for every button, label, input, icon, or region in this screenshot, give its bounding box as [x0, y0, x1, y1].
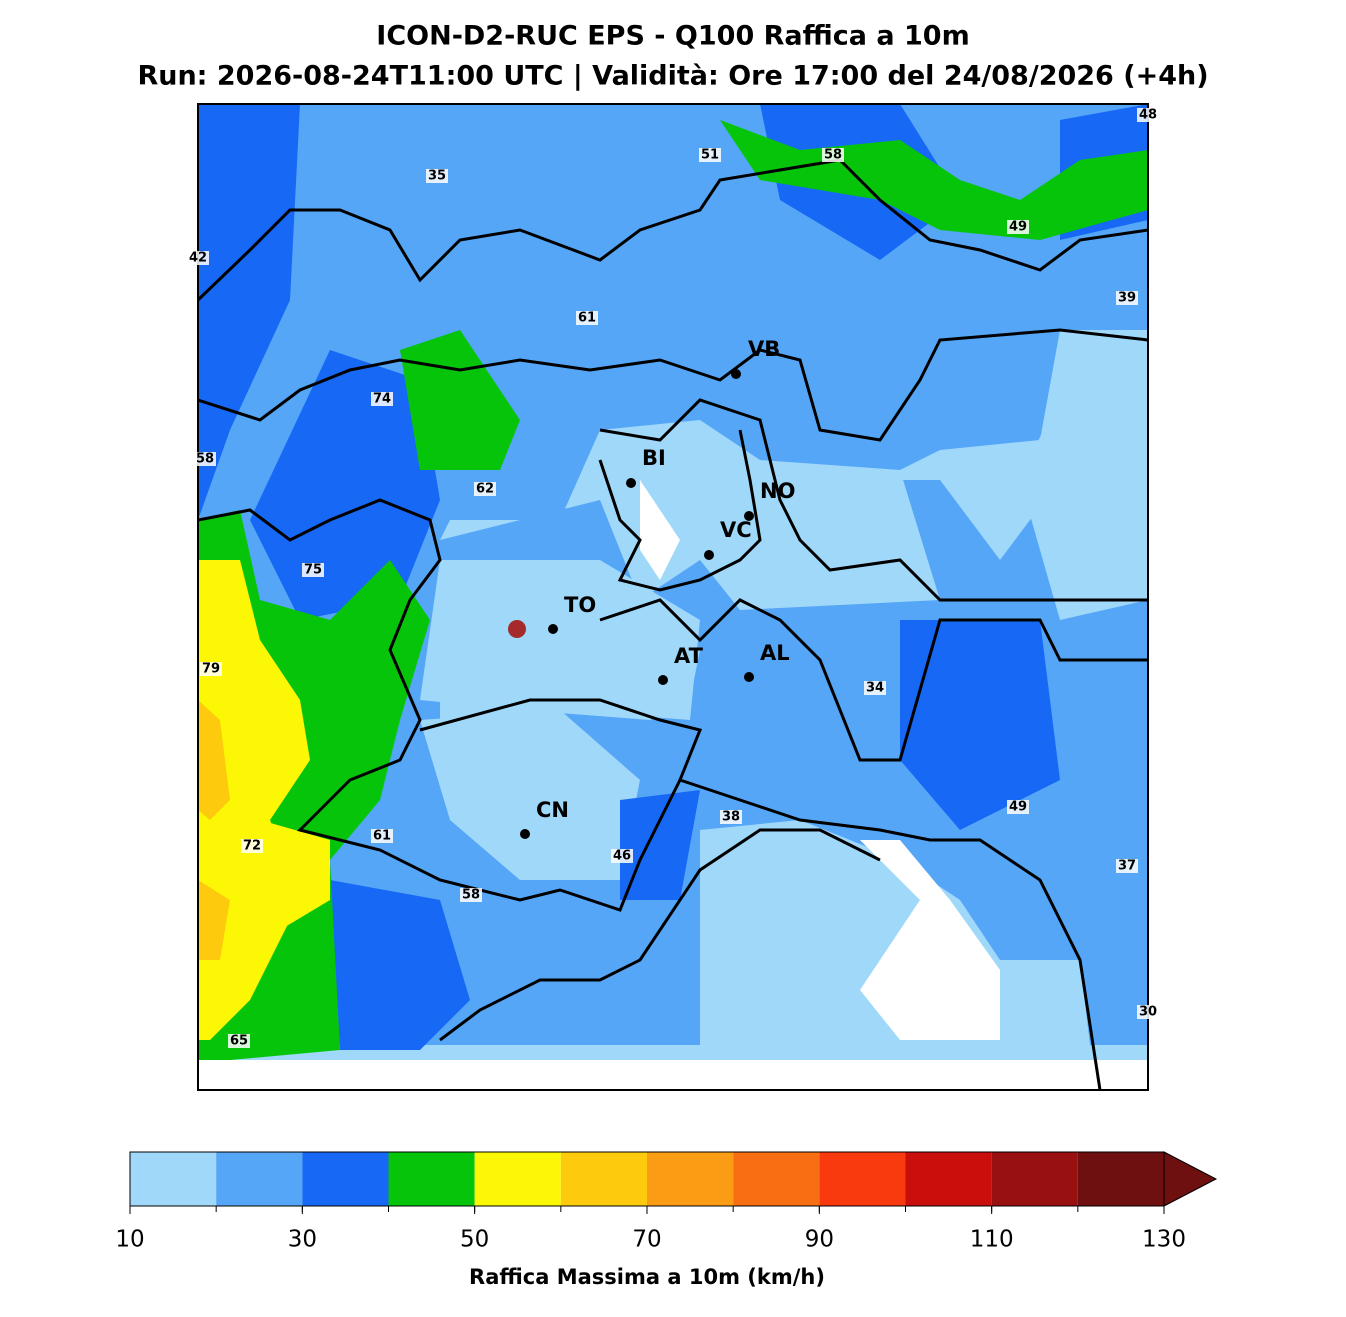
title: ICON-D2-RUC EPS - Q100 Raffica a 10m [376, 21, 969, 52]
city-label: NO [760, 479, 795, 503]
contour-label: 72 [243, 839, 261, 854]
city-label: TO [564, 593, 596, 617]
contour-label: 48 [1139, 108, 1157, 123]
contour-label: 46 [613, 849, 631, 864]
label-box [1137, 108, 1159, 122]
contour-label: 79 [202, 662, 220, 677]
contour-label: 58 [824, 148, 842, 163]
label-box [576, 311, 598, 325]
label-box [460, 888, 482, 902]
city-dot [731, 369, 741, 379]
city-dot [626, 478, 636, 488]
colorbar-tick-label: 90 [805, 1227, 834, 1253]
contour-label: 65 [230, 1034, 248, 1049]
label-box [611, 849, 633, 863]
contour-label: 58 [462, 888, 480, 903]
contour-label: 49 [1009, 220, 1027, 235]
label-box [822, 148, 844, 162]
contour-label: 58 [196, 452, 214, 467]
colorbar-tick-label: 10 [115, 1227, 144, 1253]
contour-label: 35 [428, 169, 446, 184]
contour-label: 42 [189, 251, 207, 266]
colorbar-tick-label: 70 [632, 1227, 661, 1253]
city-dot [658, 675, 668, 685]
city-label: AL [760, 641, 790, 665]
colorbar-segment [216, 1152, 303, 1206]
contour-label: 30 [1139, 1005, 1157, 1020]
contour-label: 61 [373, 829, 391, 844]
city-label: BI [642, 446, 666, 470]
colorbar-segment [1077, 1152, 1164, 1206]
subtitle: Run: 2026-08-24T11:00 UTC | Validità: Or… [137, 61, 1208, 92]
label-box [371, 829, 393, 843]
colorbar-segment [302, 1152, 389, 1206]
city-dot [744, 511, 754, 521]
label-box [426, 169, 448, 183]
contour-label: 38 [722, 810, 740, 825]
label-box [864, 681, 886, 695]
colorbar-tick-label: 110 [970, 1227, 1014, 1253]
label-box [187, 251, 209, 265]
city-dot [704, 550, 714, 560]
label-box [1116, 859, 1138, 873]
colorbar-tick-label: 50 [460, 1227, 489, 1253]
colorbar-tick-label: 30 [288, 1227, 317, 1253]
map [197, 103, 1149, 1091]
city-dot [744, 672, 754, 682]
label-box [200, 662, 222, 676]
label-box [371, 392, 393, 406]
label-box [241, 839, 263, 853]
city-dot [548, 624, 558, 634]
label-box [194, 452, 216, 466]
colorbar-segment [905, 1152, 992, 1206]
city-label: VC [720, 518, 752, 542]
label-box [1137, 1005, 1159, 1019]
contour-label: 74 [373, 392, 391, 407]
contour-label: 61 [578, 311, 596, 326]
contour-label: 75 [304, 563, 322, 578]
label-box [699, 148, 721, 162]
contour-label: 62 [476, 482, 494, 497]
colorbar-segment [388, 1152, 475, 1206]
label-box [1007, 800, 1029, 814]
contour-label: 39 [1118, 291, 1136, 306]
contour-label: 49 [1009, 800, 1027, 815]
city-label: VB [748, 337, 780, 361]
colorbar-segment [130, 1152, 217, 1206]
colorbar-segment [474, 1152, 561, 1206]
label-box [302, 563, 324, 577]
city-dot [520, 829, 530, 839]
colorbar-segment [819, 1152, 906, 1206]
contour-label: 51 [701, 148, 719, 163]
colorbar-segment [560, 1152, 647, 1206]
colorbar-segment [733, 1152, 820, 1206]
location-marker [508, 620, 526, 638]
label-box [1007, 220, 1029, 234]
contour-label: 34 [866, 681, 884, 696]
city-label: CN [536, 798, 569, 822]
colorbar-label: Raffica Massima a 10m (km/h) [469, 1265, 825, 1289]
colorbar-segment [991, 1152, 1078, 1206]
colorbar-segment [647, 1152, 734, 1206]
city-label: AT [674, 644, 704, 668]
label-box [1116, 291, 1138, 305]
label-box [474, 482, 496, 496]
label-box [228, 1034, 250, 1048]
colorbar-tick-label: 130 [1142, 1227, 1186, 1253]
contour-label: 37 [1118, 859, 1136, 874]
label-box [720, 810, 742, 824]
colorbar-extend [1163, 1151, 1218, 1207]
